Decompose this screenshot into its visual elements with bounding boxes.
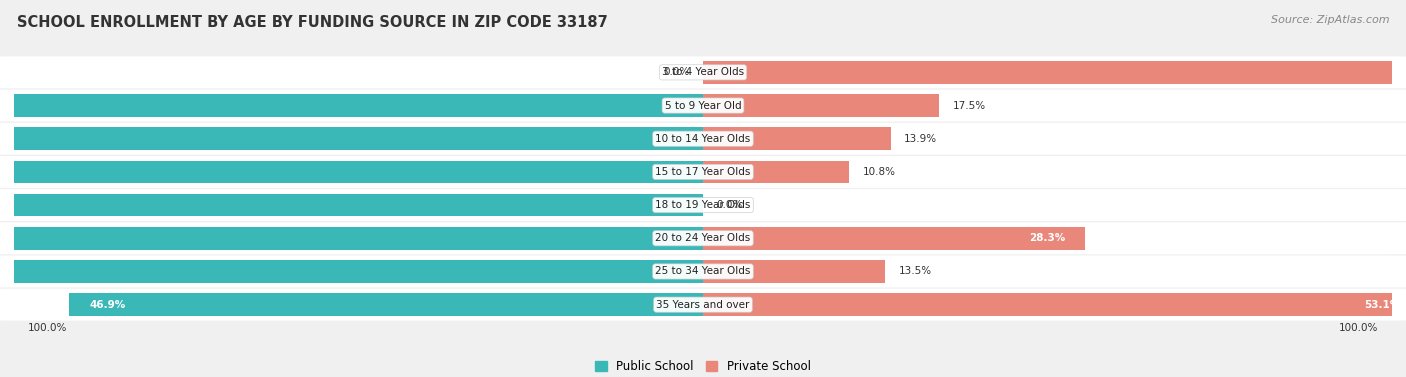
- FancyBboxPatch shape: [0, 90, 1406, 121]
- FancyBboxPatch shape: [0, 57, 1406, 88]
- Bar: [703, 127, 891, 150]
- Bar: [0, 227, 703, 250]
- Text: 53.1%: 53.1%: [1364, 300, 1400, 310]
- Bar: [703, 161, 849, 183]
- Text: Source: ZipAtlas.com: Source: ZipAtlas.com: [1271, 15, 1389, 25]
- FancyBboxPatch shape: [0, 156, 1406, 188]
- Text: 13.5%: 13.5%: [898, 267, 932, 276]
- Text: 100.0%: 100.0%: [1339, 323, 1378, 333]
- Text: 35 Years and over: 35 Years and over: [657, 300, 749, 310]
- Text: 10.8%: 10.8%: [862, 167, 896, 177]
- Text: SCHOOL ENROLLMENT BY AGE BY FUNDING SOURCE IN ZIP CODE 33187: SCHOOL ENROLLMENT BY AGE BY FUNDING SOUR…: [17, 15, 607, 30]
- FancyBboxPatch shape: [0, 289, 1406, 320]
- Text: 17.5%: 17.5%: [953, 101, 986, 110]
- Bar: [703, 293, 1406, 316]
- Text: 20 to 24 Year Olds: 20 to 24 Year Olds: [655, 233, 751, 243]
- Text: 18 to 19 Year Olds: 18 to 19 Year Olds: [655, 200, 751, 210]
- Bar: [703, 260, 886, 283]
- Bar: [69, 293, 703, 316]
- Bar: [0, 161, 703, 183]
- Bar: [703, 227, 1085, 250]
- FancyBboxPatch shape: [0, 123, 1406, 155]
- Text: 5 to 9 Year Old: 5 to 9 Year Old: [665, 101, 741, 110]
- Bar: [0, 127, 703, 150]
- Text: 0.0%: 0.0%: [717, 200, 742, 210]
- Bar: [0, 194, 703, 216]
- FancyBboxPatch shape: [0, 222, 1406, 254]
- Bar: [0, 260, 703, 283]
- Legend: Public School, Private School: Public School, Private School: [591, 356, 815, 377]
- Text: 25 to 34 Year Olds: 25 to 34 Year Olds: [655, 267, 751, 276]
- FancyBboxPatch shape: [0, 256, 1406, 287]
- Text: 10 to 14 Year Olds: 10 to 14 Year Olds: [655, 134, 751, 144]
- Text: 13.9%: 13.9%: [904, 134, 938, 144]
- Text: 15 to 17 Year Olds: 15 to 17 Year Olds: [655, 167, 751, 177]
- Bar: [0, 94, 703, 117]
- Bar: [703, 94, 939, 117]
- Text: 100.0%: 100.0%: [28, 323, 67, 333]
- Bar: [703, 61, 1406, 84]
- Text: 46.9%: 46.9%: [90, 300, 127, 310]
- Text: 3 to 4 Year Olds: 3 to 4 Year Olds: [662, 67, 744, 77]
- FancyBboxPatch shape: [0, 189, 1406, 221]
- Text: 0.0%: 0.0%: [664, 67, 689, 77]
- Text: 28.3%: 28.3%: [1029, 233, 1064, 243]
